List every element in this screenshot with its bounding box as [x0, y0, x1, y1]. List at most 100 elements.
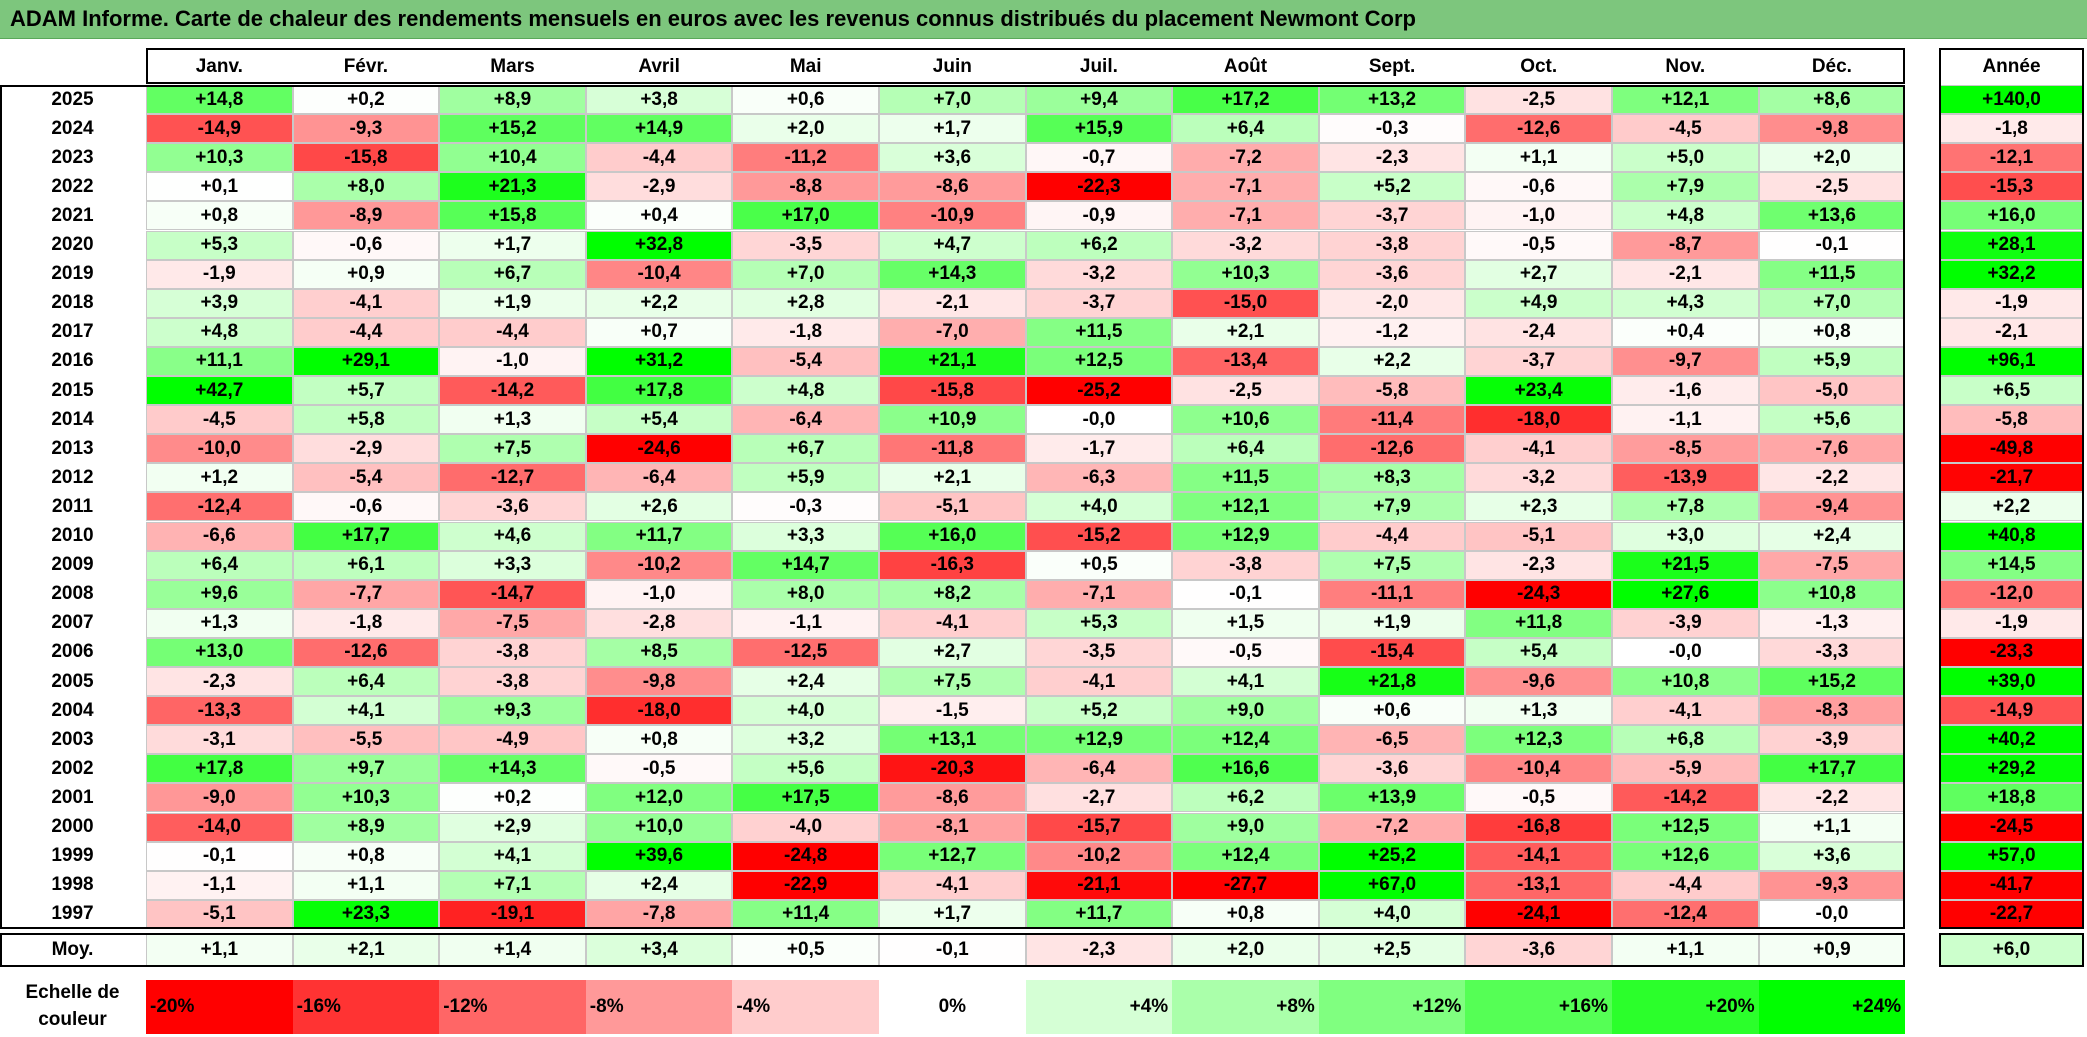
heatmap-cell: +2,0: [1758, 143, 1906, 173]
heatmap-cell: -14,9: [146, 114, 293, 144]
heatmap-cell: -15,0: [1172, 288, 1319, 318]
heatmap-cell: +1,1: [292, 870, 440, 900]
heatmap-cell: +2,0: [732, 114, 879, 144]
heatmap-cell: -3,8: [1172, 550, 1319, 580]
heatmap-cell: +15,9: [1025, 114, 1173, 144]
heatmap-cell: +5,6: [732, 754, 879, 784]
heatmap-cell: +13,9: [1318, 783, 1466, 813]
color-scale-stop: +12%: [1318, 980, 1466, 1034]
heatmap-cell: -1,9: [146, 259, 293, 289]
year-label: 1998: [51, 874, 94, 896]
heatmap-cell: -9,3: [1758, 870, 1906, 900]
annual-cell: +57,0: [1939, 841, 2084, 871]
average-cell: +0,5: [732, 934, 879, 966]
heatmap-cell: +2,2: [1318, 346, 1466, 376]
heatmap-cell: -3,7: [1465, 346, 1612, 376]
heatmap-cell: +42,7: [146, 376, 293, 406]
heatmap-cell: +21,8: [1318, 667, 1466, 697]
year-label: 2014: [51, 408, 94, 430]
heatmap-cell: -5,4: [292, 463, 440, 493]
heatmap-cell: -20,3: [879, 754, 1026, 784]
heatmap-cell: +0,2: [292, 85, 440, 115]
heatmap-cell: +10,8: [1612, 667, 1759, 697]
heatmap-cell: +3,0: [1612, 521, 1759, 551]
heatmap-cell: +13,2: [1318, 85, 1466, 115]
year-label: 2018: [51, 292, 94, 314]
heatmap-cell: -1,6: [1612, 376, 1759, 406]
heatmap-cell: -24,1: [1465, 899, 1612, 929]
color-scale-stop: +8%: [1172, 980, 1319, 1034]
annual-cell: -2,1: [1939, 317, 2084, 347]
heatmap-cell: -13,4: [1172, 346, 1319, 376]
heatmap-cell: -15,8: [879, 376, 1026, 406]
heatmap-cell: +6,4: [292, 667, 440, 697]
heatmap-cell: +1,9: [1318, 608, 1466, 638]
heatmap-cell: -14,0: [146, 812, 293, 842]
heatmap-cell: -7,0: [879, 317, 1026, 347]
heatmap-cell: +17,7: [1758, 754, 1906, 784]
annual-cell: +39,0: [1939, 667, 2084, 697]
heatmap-cell: -9,0: [146, 783, 293, 813]
heatmap-cell: -9,7: [1612, 346, 1759, 376]
heatmap-cell: -2,2: [1758, 463, 1906, 493]
heatmap-cell: +1,7: [879, 114, 1026, 144]
year-label: 2010: [51, 525, 94, 547]
heatmap-cell: -0,0: [1612, 637, 1759, 667]
heatmap-cell: -0,3: [732, 492, 879, 522]
heatmap-cell: +0,2: [439, 783, 586, 813]
heatmap-cell: +11,8: [1465, 608, 1612, 638]
heatmap-cell: +2,3: [1465, 492, 1612, 522]
heatmap-cell: +12,1: [1172, 492, 1319, 522]
heatmap-cell: +8,9: [292, 812, 440, 842]
average-cell: +2,0: [1172, 934, 1319, 966]
year-label: 2016: [51, 350, 94, 372]
heatmap-cell: +4,1: [1172, 667, 1319, 697]
heatmap-cell: -5,1: [146, 899, 293, 929]
heatmap-cell: +15,8: [439, 201, 586, 231]
heatmap-cell: +10,3: [146, 143, 293, 173]
heatmap-cell: +5,8: [292, 405, 440, 435]
color-scale-stop: +20%: [1612, 980, 1759, 1034]
heatmap-cell: +2,1: [879, 463, 1026, 493]
heatmap-cell: -1,0: [1465, 201, 1612, 231]
heatmap-cell: +23,3: [292, 899, 440, 929]
heatmap-cell: -4,4: [1612, 870, 1759, 900]
heatmap-cell: +5,6: [1758, 405, 1906, 435]
heatmap-cell: +14,7: [732, 550, 879, 580]
color-scale-stop: -20%: [146, 980, 293, 1034]
heatmap-cell: +2,9: [439, 812, 586, 842]
title-bar: ADAM Informe. Carte de chaleur des rende…: [0, 0, 2087, 39]
heatmap-cell: -3,6: [1318, 754, 1466, 784]
month-header: Févr.: [343, 56, 389, 77]
annual-cell: -23,3: [1939, 637, 2084, 667]
heatmap-cell: -13,9: [1612, 463, 1759, 493]
heatmap-cell: -7,2: [1172, 143, 1319, 173]
average-cell: -0,1: [879, 934, 1026, 966]
heatmap-cell: -3,3: [1758, 637, 1906, 667]
annual-header: Année: [1982, 56, 2041, 77]
heatmap-cell: -4,1: [1612, 696, 1759, 726]
heatmap-cell: -15,8: [292, 143, 440, 173]
heatmap-cell: +23,4: [1465, 376, 1612, 406]
heatmap-cell: +67,0: [1318, 870, 1466, 900]
month-header: Nov.: [1665, 56, 1706, 77]
heatmap-cell: +4,9: [1465, 288, 1612, 318]
heatmap-cell: -10,2: [585, 550, 733, 580]
heatmap-cell: +12,6: [1612, 841, 1759, 871]
heatmap-cell: +32,8: [585, 230, 733, 260]
heatmap-cell: +7,0: [732, 259, 879, 289]
average-cell: +1,1: [1612, 934, 1759, 966]
heatmap-cell: +2,7: [879, 637, 1026, 667]
heatmap-cell: +6,2: [1025, 230, 1173, 260]
heatmap-cell: +10,3: [292, 783, 440, 813]
heatmap-cell: -3,7: [1318, 201, 1466, 231]
heatmap-cell: +0,1: [146, 172, 293, 202]
year-label: 2024: [51, 117, 94, 139]
heatmap-cell: -16,8: [1465, 812, 1612, 842]
average-cell: +0,9: [1758, 934, 1906, 966]
heatmap-cell: +25,2: [1318, 841, 1466, 871]
heatmap-cell: -12,6: [1465, 114, 1612, 144]
heatmap-cell: -6,3: [1025, 463, 1173, 493]
color-scale-stop: -4%: [732, 980, 879, 1034]
heatmap-cell: -0,5: [1465, 230, 1612, 260]
